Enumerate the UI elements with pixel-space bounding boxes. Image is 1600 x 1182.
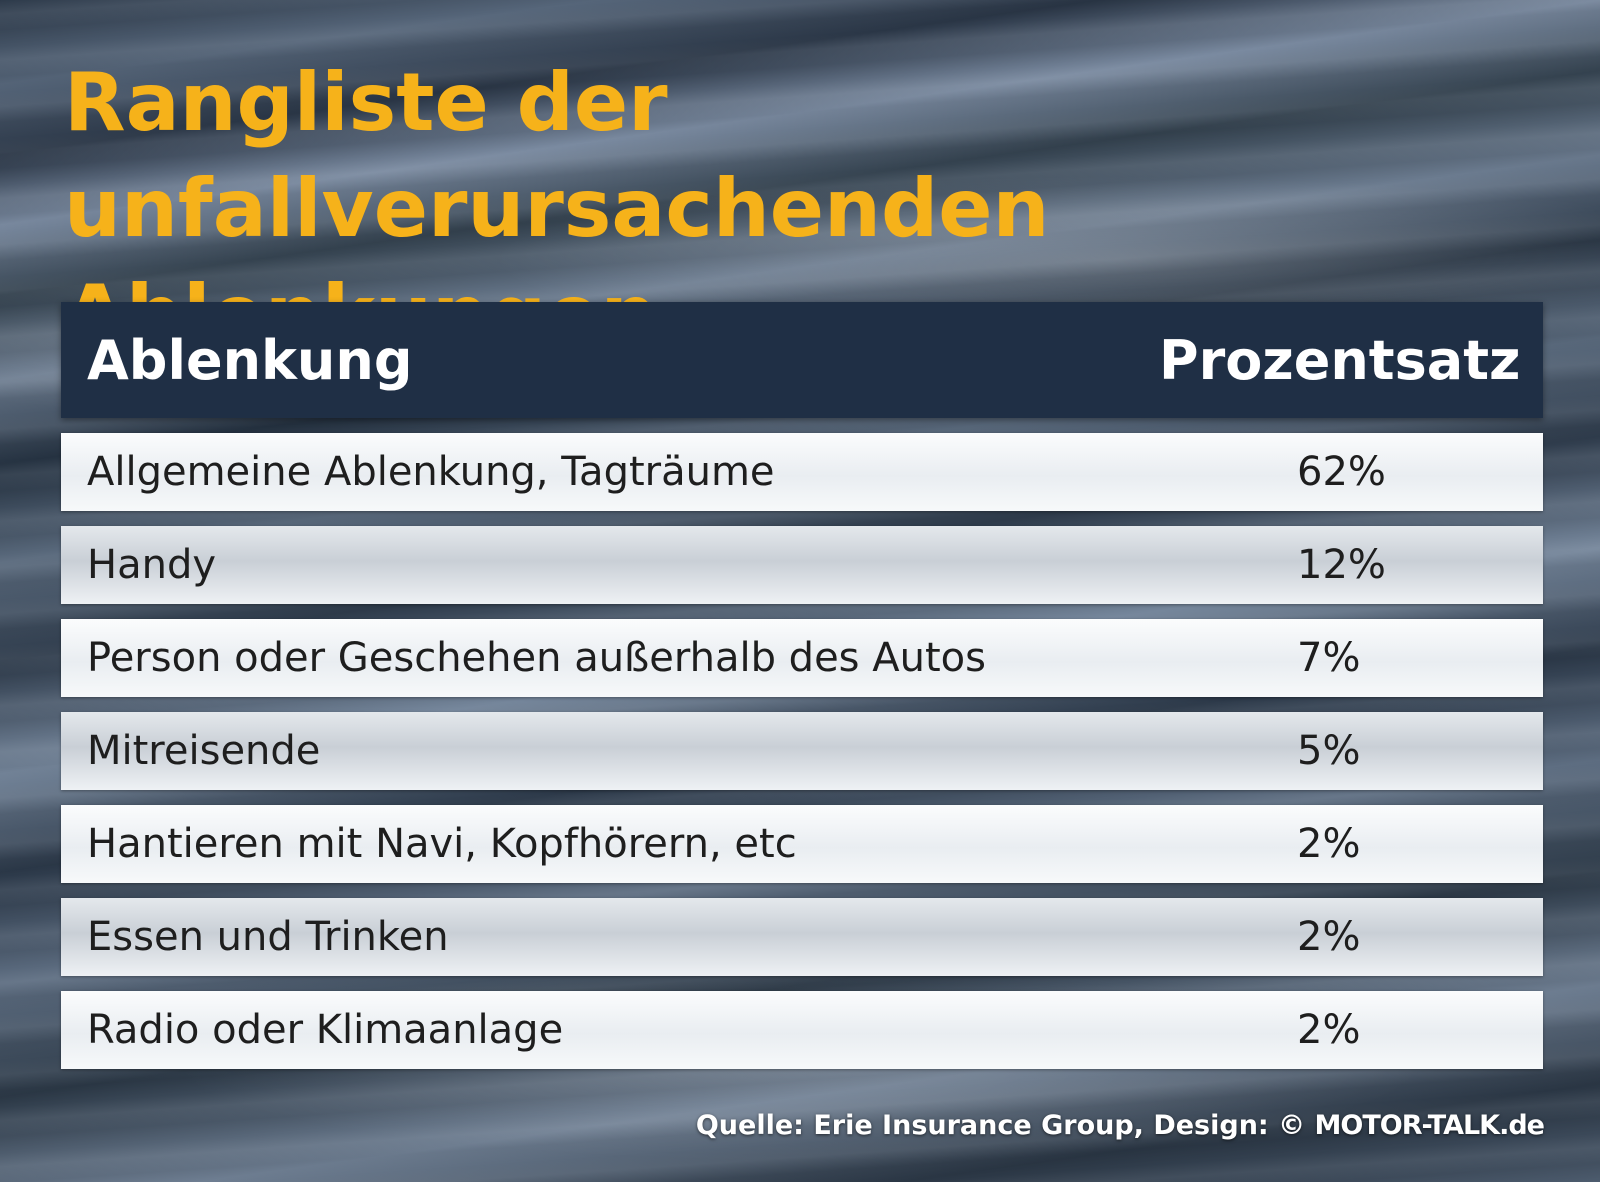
row-value: 12% (1297, 542, 1386, 588)
row-label: Allgemeine Ablenkung, Tagträume (87, 449, 775, 495)
table-row: Person oder Geschehen außerhalb des Auto… (61, 619, 1543, 697)
table-row: Mitreisende 5% (61, 712, 1543, 790)
table-row: Essen und Trinken 2% (61, 898, 1543, 976)
distraction-table: Ablenkung Prozentsatz Allgemeine Ablenku… (61, 302, 1543, 1069)
row-label: Handy (87, 542, 217, 588)
table-header: Ablenkung Prozentsatz (61, 302, 1543, 418)
row-label: Mitreisende (87, 728, 321, 774)
table-row: Hantieren mit Navi, Kopfhörern, etc 2% (61, 805, 1543, 883)
table-row: Radio oder Klimaanlage 2% (61, 991, 1543, 1069)
source-credit: Quelle: Erie Insurance Group, Design: © … (695, 1110, 1545, 1141)
row-label: Hantieren mit Navi, Kopfhörern, etc (87, 821, 797, 867)
column-header-prozentsatz: Prozentsatz (1159, 328, 1521, 392)
row-label: Essen und Trinken (87, 914, 449, 960)
row-label: Radio oder Klimaanlage (87, 1007, 564, 1053)
row-value: 2% (1297, 914, 1361, 960)
column-header-ablenkung: Ablenkung (87, 328, 413, 392)
row-value: 62% (1297, 449, 1386, 495)
table-row: Allgemeine Ablenkung, Tagträume 62% (61, 433, 1543, 511)
table-row: Handy 12% (61, 526, 1543, 604)
row-value: 2% (1297, 1007, 1361, 1053)
row-value: 7% (1297, 635, 1361, 681)
brand-logo-text: MOTOR-TALK.de (1314, 1110, 1545, 1141)
row-value: 5% (1297, 728, 1361, 774)
row-value: 2% (1297, 821, 1361, 867)
source-text: Quelle: Erie Insurance Group, Design: © (695, 1110, 1315, 1141)
row-label: Person oder Geschehen außerhalb des Auto… (87, 635, 986, 681)
